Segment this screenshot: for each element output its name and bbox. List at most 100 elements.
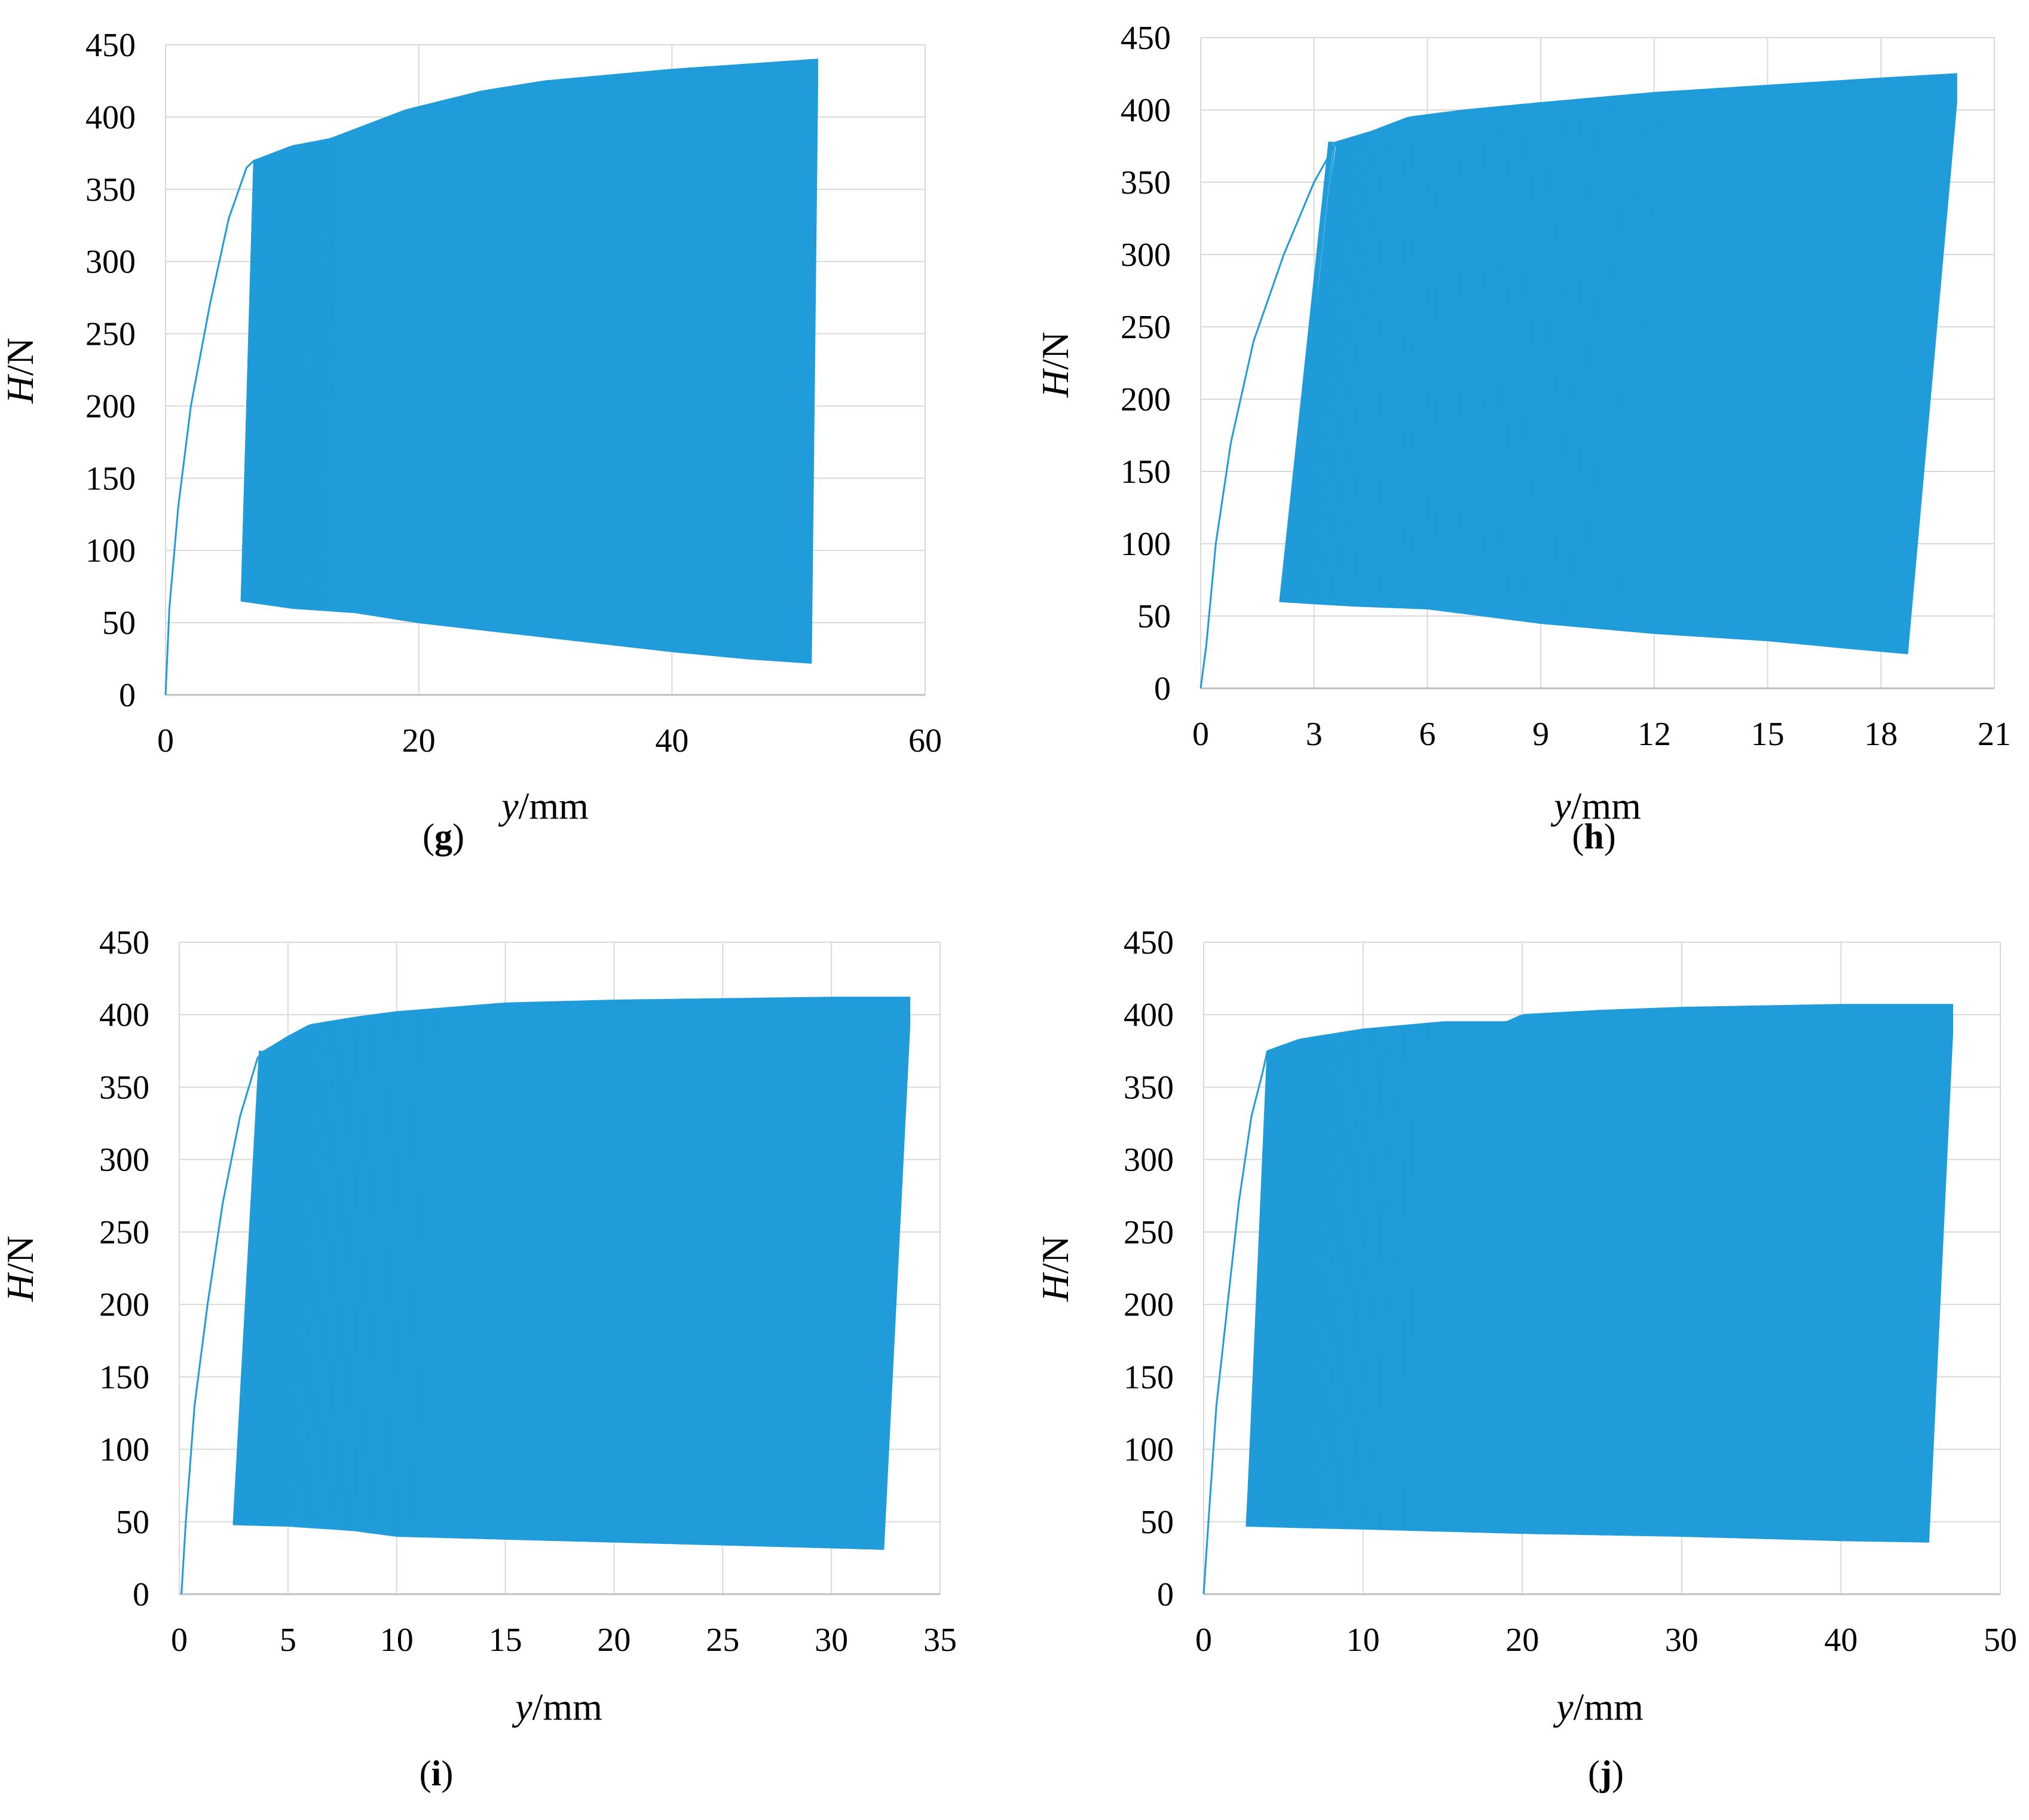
- cycle-line: [259, 1037, 287, 1525]
- cycle-line: [1297, 138, 1348, 603]
- cycle-line: [1351, 1028, 1377, 1529]
- caption-open: (: [1588, 1754, 1600, 1793]
- x-axis-label-unit: /mm: [1574, 1686, 1644, 1728]
- cycle-line: [1344, 1028, 1370, 1529]
- y-tick-label: 200: [1121, 381, 1171, 418]
- panel-caption: (i): [420, 1754, 454, 1793]
- caption-close: ): [441, 1754, 453, 1793]
- caption-open: (: [423, 817, 434, 856]
- cycle-line: [248, 157, 264, 602]
- cycle-line: [245, 158, 260, 602]
- x-tick-label: 12: [1638, 716, 1671, 753]
- caption-letter: h: [1584, 817, 1603, 856]
- y-tick-label: 350: [1121, 164, 1171, 201]
- y-tick-label: 250: [1121, 309, 1171, 346]
- cycle-line: [1300, 1035, 1326, 1528]
- y-tick-label: 0: [119, 677, 136, 714]
- y-tick-label: 450: [85, 27, 136, 64]
- y-tick-label: 400: [1121, 92, 1171, 129]
- x-tick-label: 20: [597, 1622, 631, 1659]
- cycle-line: [1518, 100, 1569, 621]
- x-tick-label: 10: [1346, 1622, 1380, 1659]
- cycle-line: [1322, 131, 1373, 605]
- y-tick-label: 150: [1121, 454, 1171, 491]
- x-axis-label: y/mm: [1553, 1686, 1644, 1728]
- x-axis-label: y/mm: [498, 785, 589, 827]
- y-axis-label-symbol: H: [1034, 367, 1076, 398]
- cycle-line: [311, 1020, 340, 1528]
- initial-loading-curve: [164, 160, 255, 695]
- y-tick-label: 50: [1140, 1504, 1174, 1541]
- y-axis-label: H/N: [1034, 1236, 1076, 1302]
- y-tick-label: 300: [1121, 237, 1171, 274]
- cycle-line: [1451, 106, 1502, 612]
- cycle-line: [297, 142, 312, 609]
- cycle-line: [1401, 1023, 1428, 1530]
- cycle-line: [1385, 114, 1437, 608]
- cycle-line: [312, 139, 327, 610]
- cycle-line: [1358, 117, 1410, 606]
- cycle-line: [305, 1021, 334, 1528]
- caption-letter: g: [434, 817, 452, 856]
- y-tick-label: 400: [99, 997, 149, 1034]
- cycle-line: [1269, 1041, 1295, 1527]
- cycle-line: [1266, 1042, 1292, 1527]
- cycle-line: [1548, 97, 1599, 624]
- x-tick-label: 40: [1824, 1622, 1857, 1659]
- y-tick-label: 50: [102, 605, 136, 642]
- cycle-line: [1490, 102, 1541, 617]
- x-axis-label-unit: /mm: [1571, 785, 1641, 827]
- x-axis-label-symbol: y: [1550, 785, 1571, 827]
- cycle-line: [324, 1018, 353, 1529]
- y-axis-label-symbol: H: [0, 373, 41, 404]
- x-tick-label: 50: [1984, 1622, 2017, 1659]
- y-tick-label: 100: [1124, 1432, 1174, 1469]
- y-tick-label: 0: [1157, 1576, 1174, 1613]
- cycle-line: [1395, 112, 1446, 608]
- cycle-line: [410, 1008, 439, 1537]
- y-tick-label: 400: [1124, 997, 1174, 1034]
- cycle-line: [1416, 109, 1468, 609]
- cycle-line: [1376, 115, 1427, 607]
- cycle-line: [1249, 1048, 1275, 1527]
- x-tick-label: 3: [1306, 716, 1323, 753]
- cycle-line: [1329, 128, 1380, 605]
- cycle-line: [1272, 1040, 1298, 1527]
- y-tick-label: 300: [1124, 1142, 1174, 1179]
- cycle-line: [393, 1010, 421, 1536]
- cycle-line: [267, 150, 282, 605]
- cycle-line: [338, 1016, 366, 1530]
- cycle-line: [1332, 1030, 1358, 1528]
- x-tick-label: 60: [908, 722, 942, 759]
- cyclic-envelope: [241, 59, 818, 664]
- cycle-line: [301, 142, 316, 609]
- caption-open: (: [1572, 817, 1584, 856]
- cycle-line: [275, 1029, 303, 1526]
- cycle-line: [242, 1047, 270, 1525]
- cycle-line: [1342, 123, 1394, 606]
- initial-loading-curve: [1199, 141, 1338, 689]
- y-axis-label: H/N: [0, 338, 41, 404]
- x-tick-label: 30: [815, 1622, 848, 1659]
- cycle-line: [244, 1046, 273, 1525]
- cycle-line: [1260, 1044, 1287, 1527]
- cycle-line: [1364, 1027, 1390, 1530]
- x-axis-label: y/mm: [1550, 785, 1641, 827]
- x-axis-label-symbol: y: [1553, 1686, 1574, 1728]
- chart-panel-g: 0 50 100 150 200 250 300 350 400 450 0 20 40 60 H/N y/m…: [0, 0, 1014, 910]
- cycle-line: [1367, 116, 1418, 607]
- cycle-line: [262, 1035, 291, 1526]
- cycle-line: [246, 158, 261, 602]
- cycle-line: [1326, 1031, 1352, 1528]
- y-tick-label: 200: [99, 1286, 149, 1323]
- chart-svg-g: 0 50 100 150 200 250 300 350 400 450 0 20 40 60 H/N y/m…: [0, 27, 942, 856]
- y-tick-label: 450: [99, 924, 149, 961]
- cycle-line: [253, 155, 268, 603]
- x-axis-label: y/mm: [512, 1686, 602, 1728]
- x-tick-label: 40: [655, 722, 688, 759]
- cycle-line: [247, 1044, 275, 1525]
- chart-svg-i: 0 50 100 150 200 250 300 350 400 450 0 5 10 15 20 25 30 3…: [0, 924, 957, 1793]
- x-tick-label: 30: [1665, 1622, 1699, 1659]
- y-tick-label: 250: [99, 1214, 149, 1251]
- cycle-line: [244, 159, 259, 602]
